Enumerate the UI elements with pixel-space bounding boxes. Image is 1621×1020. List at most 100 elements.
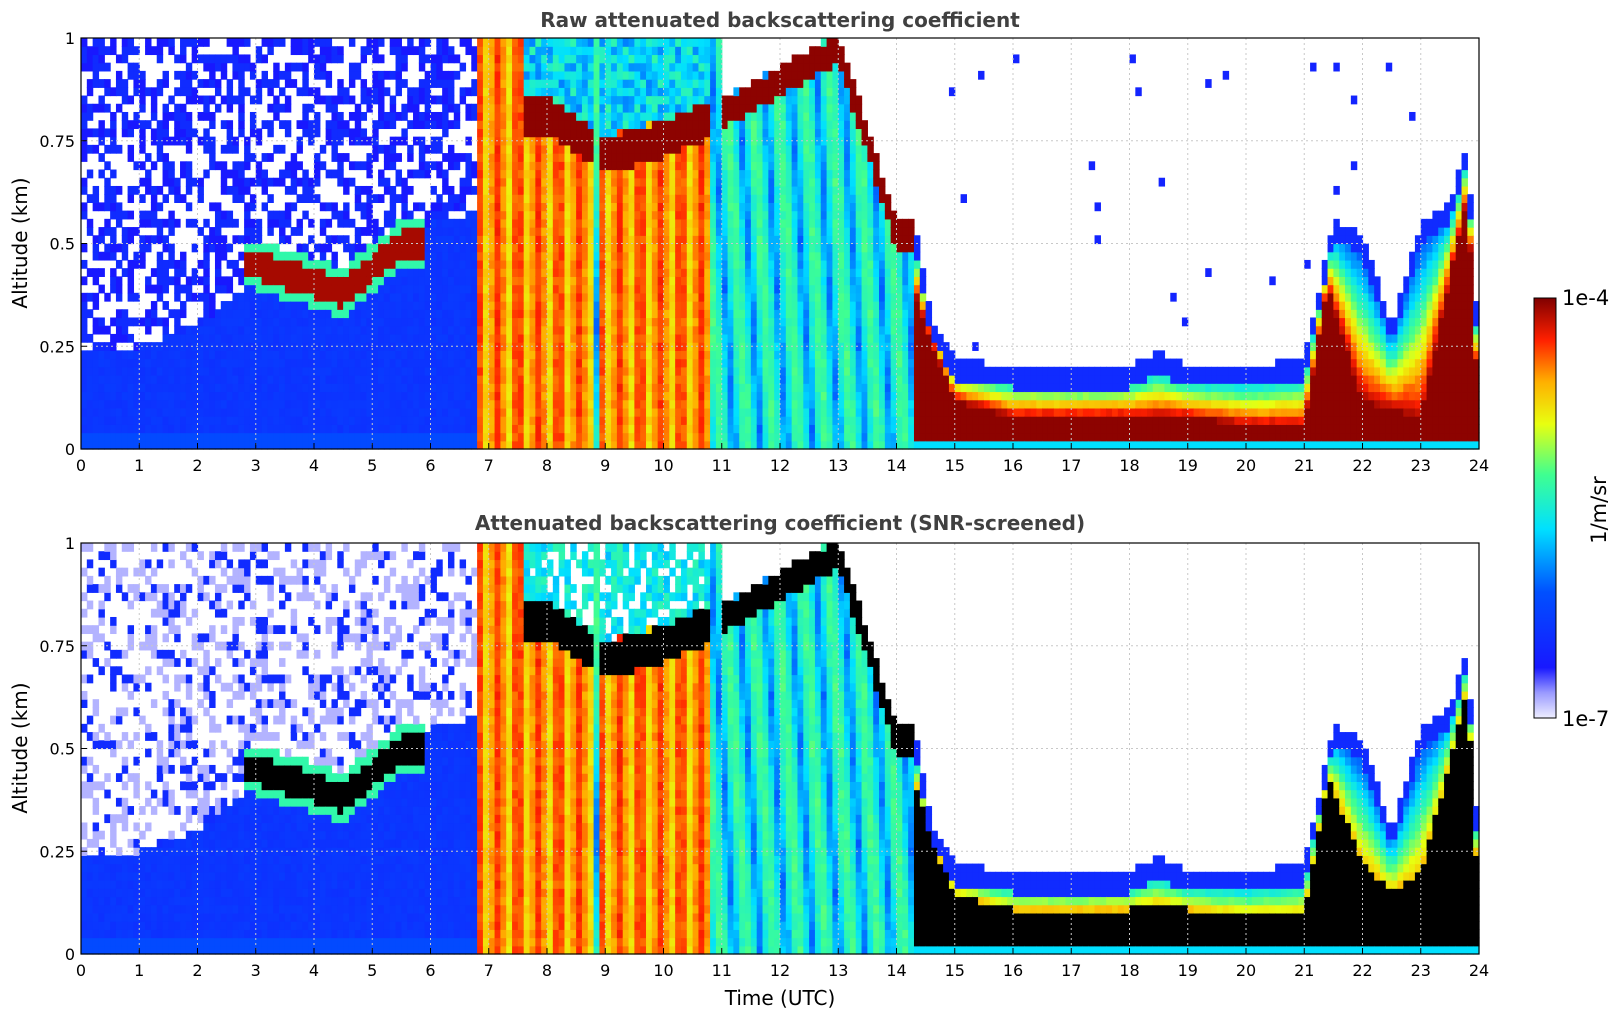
- heatmap-cell: [232, 441, 238, 450]
- heatmap-cell: [122, 227, 128, 236]
- heatmap-cell: [436, 252, 442, 261]
- heatmap-cell: [110, 252, 116, 261]
- heatmap-cell: [355, 128, 361, 137]
- heatmap-cell: [465, 441, 471, 450]
- heatmap-cell: [227, 219, 233, 228]
- heatmap-cell: [104, 194, 110, 203]
- heatmap-cell: [244, 178, 250, 187]
- heatmap-cell: [465, 260, 471, 269]
- heatmap-cell: [477, 211, 483, 220]
- heatmap-cell: [227, 301, 233, 310]
- heatmap-cell: [460, 433, 466, 442]
- heatmap-cell: [518, 383, 524, 392]
- heatmap-cell: [267, 317, 273, 326]
- heatmap-cell: [128, 416, 134, 425]
- heatmap-cell: [436, 120, 442, 129]
- heatmap-cell: [407, 170, 413, 179]
- heatmap-cell: [471, 244, 477, 253]
- heatmap-cell: [518, 235, 524, 244]
- heatmap-cell: [116, 317, 122, 326]
- heatmap-cell: [355, 367, 361, 376]
- heatmap-cell: [448, 293, 454, 302]
- heatmap-cell: [110, 350, 116, 359]
- heatmap-cell: [279, 433, 285, 442]
- heatmap-cell: [320, 63, 326, 72]
- heatmap-cell: [297, 244, 303, 253]
- heatmap-cell: [244, 334, 250, 343]
- heatmap-cell: [419, 244, 425, 253]
- heatmap-cell: [227, 285, 233, 294]
- heatmap-cell: [518, 170, 524, 179]
- heatmap-cell: [401, 219, 407, 228]
- heatmap-cell: [349, 383, 355, 392]
- heatmap-cell: [454, 252, 460, 261]
- heatmap-cell: [471, 211, 477, 220]
- heatmap-cell: [163, 120, 169, 129]
- heatmap-cell: [227, 170, 233, 179]
- heatmap-cell: [407, 186, 413, 195]
- heatmap-cell: [87, 145, 93, 154]
- heatmap-cell: [390, 104, 396, 113]
- heatmap-cell: [291, 301, 297, 310]
- heatmap-cell: [267, 359, 273, 368]
- heatmap-cell: [87, 408, 93, 417]
- heatmap-cell: [524, 293, 530, 302]
- heatmap-cell: [297, 194, 303, 203]
- heatmap-cell: [174, 276, 180, 285]
- heatmap-cell: [518, 391, 524, 400]
- heatmap-cell: [302, 391, 308, 400]
- heatmap-cell: [384, 424, 390, 433]
- heatmap-cell: [81, 260, 87, 269]
- heatmap-cell: [477, 424, 483, 433]
- heatmap-cell: [331, 416, 337, 425]
- heatmap-cell: [396, 400, 402, 409]
- heatmap-cell: [203, 367, 209, 376]
- heatmap-cell: [337, 400, 343, 409]
- heatmap-cell: [407, 326, 413, 335]
- heatmap-cell: [320, 260, 326, 269]
- heatmap-cell: [326, 416, 332, 425]
- heatmap-cell: [151, 235, 157, 244]
- heatmap-cell: [524, 252, 530, 261]
- heatmap-cell: [378, 391, 384, 400]
- heatmap-cell: [93, 54, 99, 63]
- heatmap-cell: [215, 227, 221, 236]
- heatmap-cell: [139, 128, 145, 137]
- heatmap-cell: [93, 128, 99, 137]
- heatmap-cell: [186, 112, 192, 121]
- heatmap-cell: [448, 244, 454, 253]
- heatmap-cell: [285, 375, 291, 384]
- heatmap-cell: [355, 317, 361, 326]
- heatmap-cell: [139, 194, 145, 203]
- heatmap-cell: [291, 400, 297, 409]
- heatmap-cell: [122, 38, 128, 47]
- heatmap-cell: [512, 276, 518, 285]
- heatmap-cell: [436, 301, 442, 310]
- heatmap-cell: [431, 317, 437, 326]
- heatmap-cell: [128, 211, 134, 220]
- heatmap-cell: [273, 79, 279, 88]
- heatmap-cell: [256, 178, 262, 187]
- heatmap-cell: [174, 219, 180, 228]
- heatmap-cell: [413, 219, 419, 228]
- heatmap-cell: [110, 383, 116, 392]
- heatmap-cell: [174, 400, 180, 409]
- heatmap-cell: [401, 178, 407, 187]
- heatmap-cell: [180, 350, 186, 359]
- heatmap-cell: [215, 309, 221, 318]
- heatmap-cell: [337, 408, 343, 417]
- heatmap-cell: [238, 317, 244, 326]
- heatmap-cell: [116, 334, 122, 343]
- heatmap-cell: [471, 383, 477, 392]
- heatmap-cell: [477, 104, 483, 113]
- heatmap-cell: [98, 170, 104, 179]
- heatmap-cell: [524, 235, 530, 244]
- heatmap-cell: [267, 38, 273, 47]
- heatmap-cell: [163, 424, 169, 433]
- heatmap-cell: [110, 268, 116, 277]
- heatmap-cell: [320, 96, 326, 105]
- heatmap-cell: [413, 293, 419, 302]
- heatmap-cell: [244, 309, 250, 318]
- heatmap-cell: [506, 178, 512, 187]
- heatmap-cell: [460, 424, 466, 433]
